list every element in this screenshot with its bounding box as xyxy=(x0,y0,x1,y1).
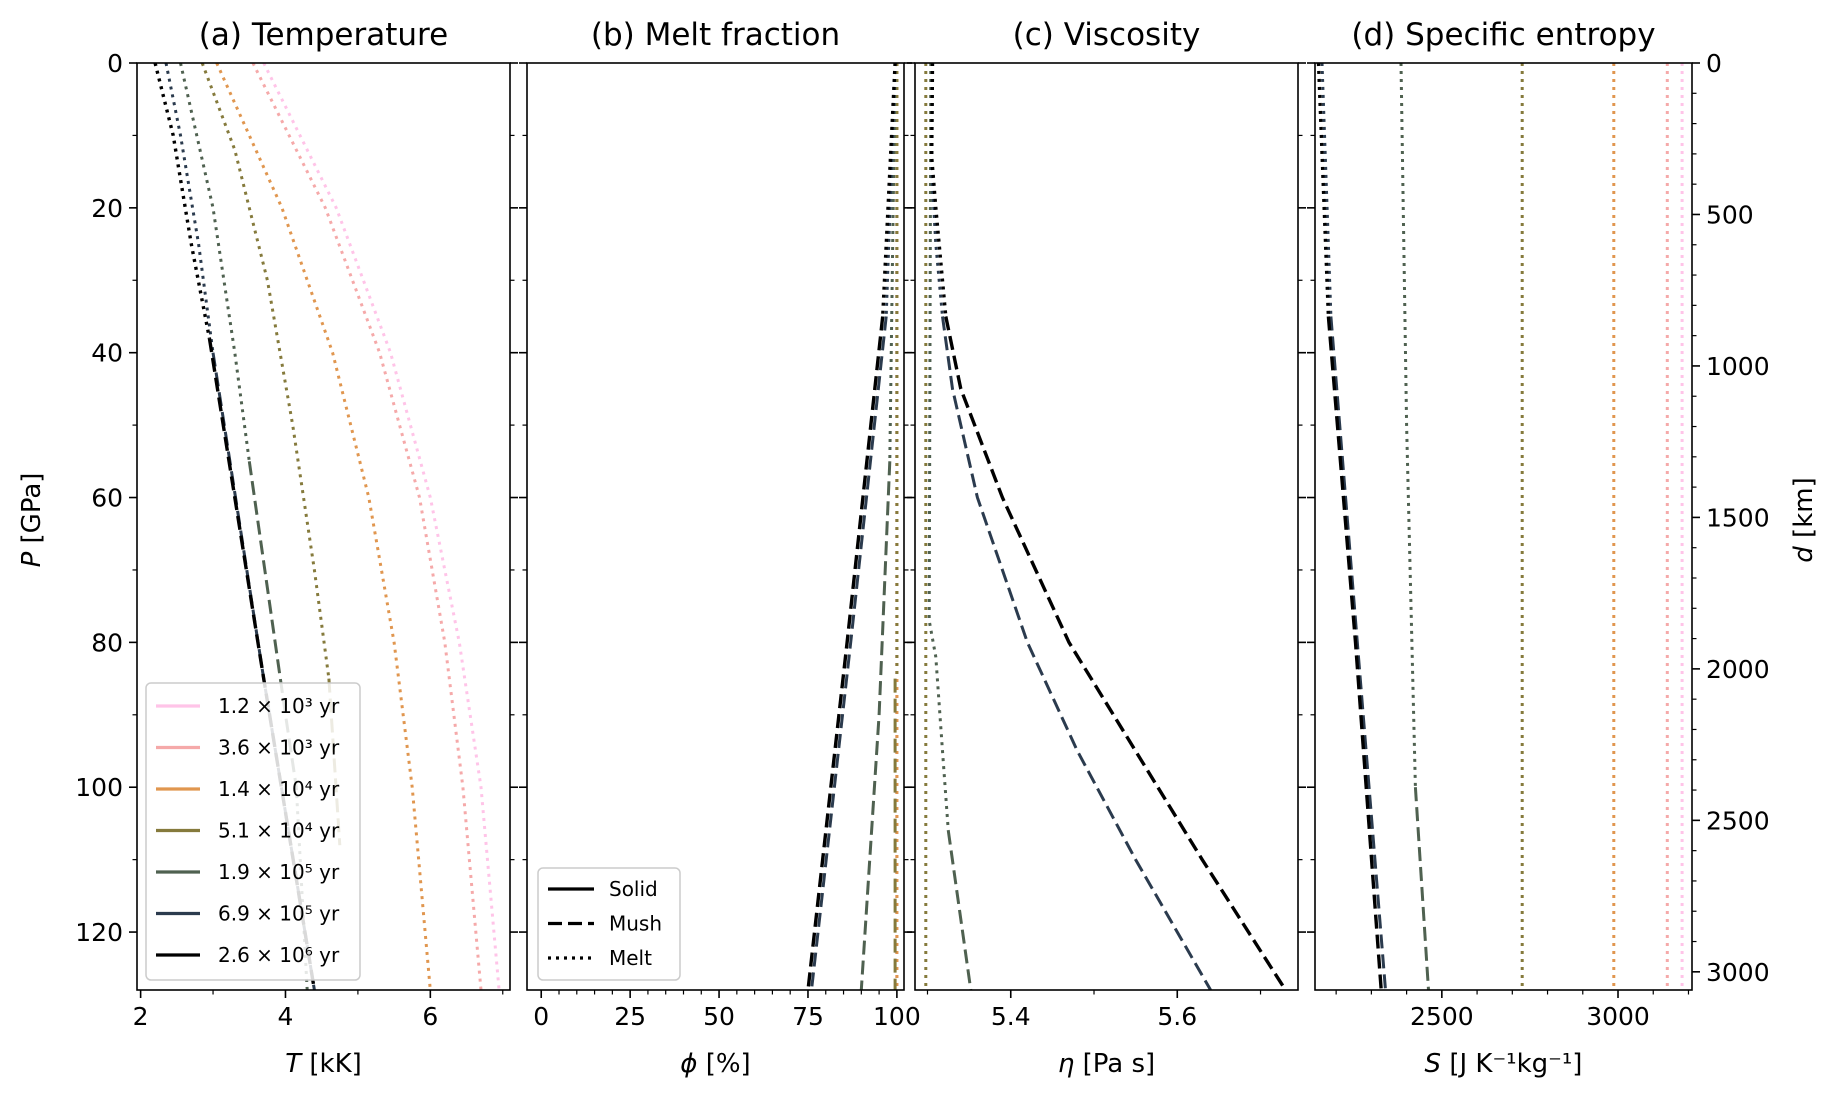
legend-time-box xyxy=(145,682,361,981)
series-line-5-0 xyxy=(1320,63,1333,317)
legend-label: 1.9 × 10⁵ yr xyxy=(218,860,340,884)
x-tick-label: 5.4 xyxy=(991,1002,1031,1031)
x-axis-label: η [Pa s] xyxy=(1058,1049,1155,1079)
x-tick-label: 2 xyxy=(133,1002,149,1031)
x-tick-label: 4 xyxy=(278,1002,294,1031)
right-y-axis-label: d [km] xyxy=(1789,477,1819,562)
legend-phase-label: Melt xyxy=(609,946,652,970)
y-tick-label: 120 xyxy=(75,918,123,947)
legend-label: 2.6 × 10⁶ yr xyxy=(218,943,340,967)
panel-title: (c) Viscosity xyxy=(1013,17,1201,53)
series-line-4-1 xyxy=(859,461,892,990)
depth-tick-label: 2500 xyxy=(1706,806,1770,835)
series-line-4-0 xyxy=(888,63,897,462)
panel-3-series xyxy=(1316,63,1684,990)
x-tick-label: 2500 xyxy=(1410,1002,1474,1031)
y-tick-label: 20 xyxy=(91,194,123,223)
x-tick-label: 3000 xyxy=(1586,1002,1650,1031)
series-line-4-0 xyxy=(1399,63,1417,788)
svg-text:d [km]: d [km] xyxy=(1789,477,1819,562)
legend-phase-box xyxy=(537,867,681,981)
y-tick-label: 80 xyxy=(91,628,123,657)
legend-label: 5.1 × 10⁴ yr xyxy=(218,819,340,843)
series-line-4-0 xyxy=(179,63,251,462)
panel-title: (d) Specific entropy xyxy=(1351,17,1655,53)
legend-label: 1.4 × 10⁴ yr xyxy=(218,777,340,801)
legend-label: 6.9 × 10⁵ yr xyxy=(218,902,340,926)
x-axis-label: S [J K⁻¹kg⁻¹] xyxy=(1425,1049,1583,1079)
depth-tick-label: 3000 xyxy=(1706,958,1770,987)
series-line-6-1 xyxy=(806,316,885,990)
y-tick-label: 100 xyxy=(75,773,123,802)
series-line-6-0 xyxy=(929,63,948,317)
ylabel-left-symbol: P xyxy=(17,551,47,567)
panel-1: 0 25 50 75 100 (b) Melt fraction ϕ [%] xyxy=(519,17,921,1079)
panel-frame xyxy=(1314,62,1693,991)
legend-phase: Solid Mush Melt xyxy=(537,867,681,981)
y-tick-label: 40 xyxy=(91,339,123,368)
x-tick-label: 75 xyxy=(792,1002,824,1031)
series-line-3-0 xyxy=(200,63,331,679)
depth-tick-label: 1000 xyxy=(1706,352,1770,381)
series-line-5-0 xyxy=(884,63,897,317)
x-axis-label: ϕ [%] xyxy=(680,1049,750,1079)
legend-phase-label: Mush xyxy=(609,912,662,936)
x-tick-label: 5.6 xyxy=(1157,1002,1197,1031)
y-tick-label: 60 xyxy=(91,484,123,513)
x-axis-label: T [kK] xyxy=(285,1049,362,1079)
panel-title: (b) Melt fraction xyxy=(591,17,840,53)
x-tick-label: 25 xyxy=(614,1002,646,1031)
panel-3: 2500 3000 (d) Specific entropy S [J K⁻¹kg⁻¹… xyxy=(1307,17,1693,1079)
series-line-2-0 xyxy=(215,63,432,990)
series-line-0-0 xyxy=(262,63,501,990)
x-tick-label: 6 xyxy=(422,1002,438,1031)
ylabel-left-unit: [GPa] xyxy=(17,473,47,552)
svg-text:P [GPa]: P [GPa] xyxy=(17,473,47,568)
series-line-5-0 xyxy=(930,63,944,317)
panel-2: 5.4 5.6 (c) Viscosity η [Pa s] xyxy=(907,17,1306,1079)
legend-label: 1.2 × 10³ yr xyxy=(218,694,340,718)
series-line-5-1 xyxy=(810,316,888,990)
series-line-6-1 xyxy=(944,316,1287,990)
depth-tick-label: 0 xyxy=(1706,49,1722,78)
x-tick-label: 100 xyxy=(873,1002,921,1031)
series-line-4-0 xyxy=(927,63,950,831)
series-line-5-1 xyxy=(1329,316,1387,990)
ylabel-right-unit: [km] xyxy=(1789,477,1819,546)
panel-frame xyxy=(914,62,1299,991)
series-line-4-1 xyxy=(946,830,973,990)
panel-1-series xyxy=(806,63,899,990)
legend-phase-label: Solid xyxy=(609,877,658,901)
series-line-4-1 xyxy=(1413,787,1430,990)
depth-tick-label: 2000 xyxy=(1706,655,1770,684)
legend-label: 3.6 × 10³ yr xyxy=(218,736,340,760)
series-line-6-0 xyxy=(881,63,897,317)
panel-2-series xyxy=(924,63,1287,990)
ylabel-right-symbol: d xyxy=(1789,546,1819,563)
y-tick-label: 0 xyxy=(107,49,123,78)
panel-title: (a) Temperature xyxy=(199,17,448,53)
series-line-6-0 xyxy=(153,63,212,339)
series-line-6-1 xyxy=(207,337,317,990)
left-y-axis-label: P [GPa] xyxy=(17,473,47,568)
depth-tick-label: 1500 xyxy=(1706,503,1770,532)
x-tick-label: 0 xyxy=(533,1002,549,1031)
panels: 2 4 6 (a) Temperature T [kK] 0 25 50 75 100 (b) Me… xyxy=(75,17,1769,1079)
panel-0: 2 4 6 (a) Temperature T [kK] xyxy=(129,17,518,1079)
depth-tick-label: 500 xyxy=(1706,200,1754,229)
series-line-1-0 xyxy=(251,63,483,990)
series-line-5-0 xyxy=(164,63,215,353)
series-line-5-1 xyxy=(941,316,1212,990)
series-line-6-1 xyxy=(1326,316,1383,990)
legend-time: 1.2 × 10³ yr 3.6 × 10³ yr 1.4 × 10⁴ yr 5.1 … xyxy=(145,682,361,981)
x-tick-label: 50 xyxy=(703,1002,735,1031)
panel-frame xyxy=(526,62,905,991)
series-line-6-0 xyxy=(1316,63,1331,317)
panel-frame xyxy=(136,62,511,991)
